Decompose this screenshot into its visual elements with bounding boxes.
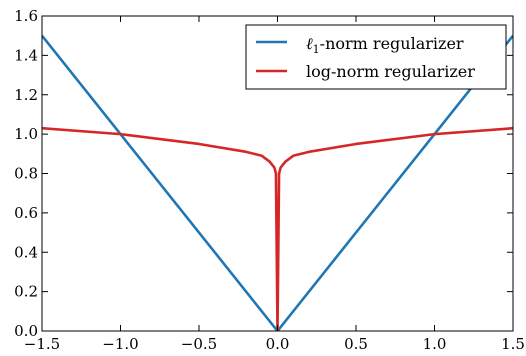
x-tick-label: 0.0 [266,335,290,352]
legend-label-l1-main: ℓ [306,34,313,53]
y-tick-label: 0.0 [14,322,38,340]
legend-label-log: log-norm regularizer [306,62,475,81]
y-tick-label: 0.2 [14,283,38,301]
y-tick-label: 0.4 [14,243,38,261]
y-tick-label: 0.8 [14,165,38,183]
y-tick-label: 1.2 [14,86,38,104]
y-tick-label: 1.4 [14,46,38,64]
x-tick-label: −1.5 [24,335,60,352]
legend-label-log-main: log-norm regularizer [306,62,475,81]
y-tick-label: 1.0 [14,125,38,143]
x-tick-label: 1.0 [423,335,447,352]
legend-label-l1-rest: -norm regularizer [320,34,464,53]
x-tick-label: −1.0 [102,335,138,352]
y-tick-label: 1.6 [14,7,38,25]
series-layer [42,34,513,331]
series-line-1 [42,126,513,331]
legend-label-l1: ℓ1-norm regularizer [306,34,464,56]
y-tick-label: 0.6 [14,204,38,222]
x-tick-label: 1.5 [501,335,525,352]
x-tick-label: 0.5 [344,335,368,352]
legend-label-l1-sub: 1 [313,43,320,56]
x-tick-label: −0.5 [181,335,217,352]
legend: ℓ1-norm regularizer log-norm regularizer [245,24,507,90]
plot-frame [41,15,514,332]
legend-box [245,24,507,90]
ticks-layer: −1.5 −1.0 −0.5 0.0 0.5 1.0 1.5 0.0 0.2 0.4 0.6 0.8 1… [14,7,525,353]
